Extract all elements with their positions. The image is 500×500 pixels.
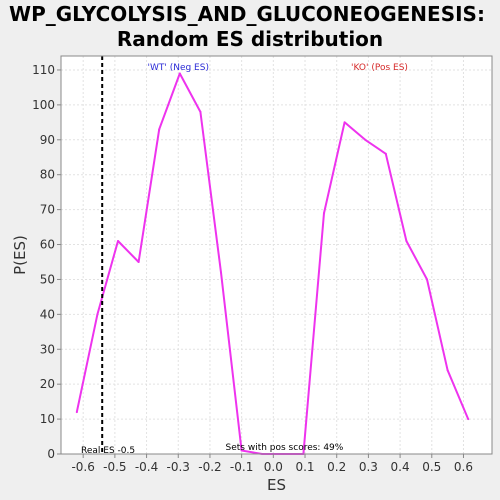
data-point (343, 121, 346, 124)
chart-subtitle: Random ES distribution (117, 27, 383, 51)
data-point (137, 260, 140, 263)
chart-title: WP_GLYCOLYSIS_AND_GLUCONEOGENESIS: (9, 2, 485, 26)
data-point (220, 271, 223, 274)
y-tick-label: 40 (40, 307, 55, 321)
x-tick-label: -0.6 (71, 460, 94, 474)
x-axis-label: ES (267, 476, 286, 494)
data-point (178, 72, 181, 75)
real-es-label: Real ES -0.5 (81, 446, 135, 456)
neg-es-label: 'WT' (Neg ES) (148, 63, 209, 73)
x-tick-label: 0.5 (422, 460, 441, 474)
data-point (75, 411, 78, 414)
x-tick-label: 0.4 (391, 460, 410, 474)
data-point (323, 212, 326, 215)
data-point (240, 449, 243, 452)
data-point (158, 128, 161, 131)
data-point (364, 138, 367, 141)
y-tick-label: 10 (40, 412, 55, 426)
x-tick-label: -0.1 (230, 460, 253, 474)
y-tick-label: 70 (40, 203, 55, 217)
y-tick-label: 30 (40, 342, 55, 356)
pos-es-label: 'KO' (Pos ES) (351, 63, 408, 73)
plot-frame (60, 55, 493, 455)
plot-area (61, 56, 492, 454)
data-point (405, 240, 408, 243)
y-tick-label: 0 (47, 447, 55, 461)
x-tick-label: -0.4 (135, 460, 158, 474)
data-point (426, 278, 429, 281)
x-tick-label: 0.2 (327, 460, 346, 474)
data-point (96, 313, 99, 316)
y-tick-label: 80 (40, 168, 55, 182)
y-tick-label: 90 (40, 133, 55, 147)
y-tick-label: 110 (32, 63, 55, 77)
x-tick-label: 0.1 (295, 460, 314, 474)
y-tick-label: 20 (40, 377, 55, 391)
data-point (446, 369, 449, 372)
data-point (467, 418, 470, 421)
y-axis-label: P(ES) (11, 235, 29, 275)
data-point (199, 110, 202, 113)
pos-scores-label: Sets with pos scores: 49% (226, 443, 344, 453)
x-tick-label: 0.6 (454, 460, 473, 474)
y-tick-label: 60 (40, 238, 55, 252)
y-tick-label: 50 (40, 272, 55, 286)
x-tick-label: -0.2 (198, 460, 221, 474)
y-tick-label: 100 (32, 98, 55, 112)
x-tick-label: 0.0 (264, 460, 283, 474)
x-tick-label: -0.3 (167, 460, 190, 474)
ticks-layer: 0 10 20 30 40 50 60 70 80 90 100 110 -0.6 -0.5 -0.4 -0.… (32, 63, 473, 474)
data-point (117, 240, 120, 243)
x-tick-label: 0.3 (359, 460, 378, 474)
data-point (384, 152, 387, 155)
x-tick-label: -0.5 (103, 460, 126, 474)
